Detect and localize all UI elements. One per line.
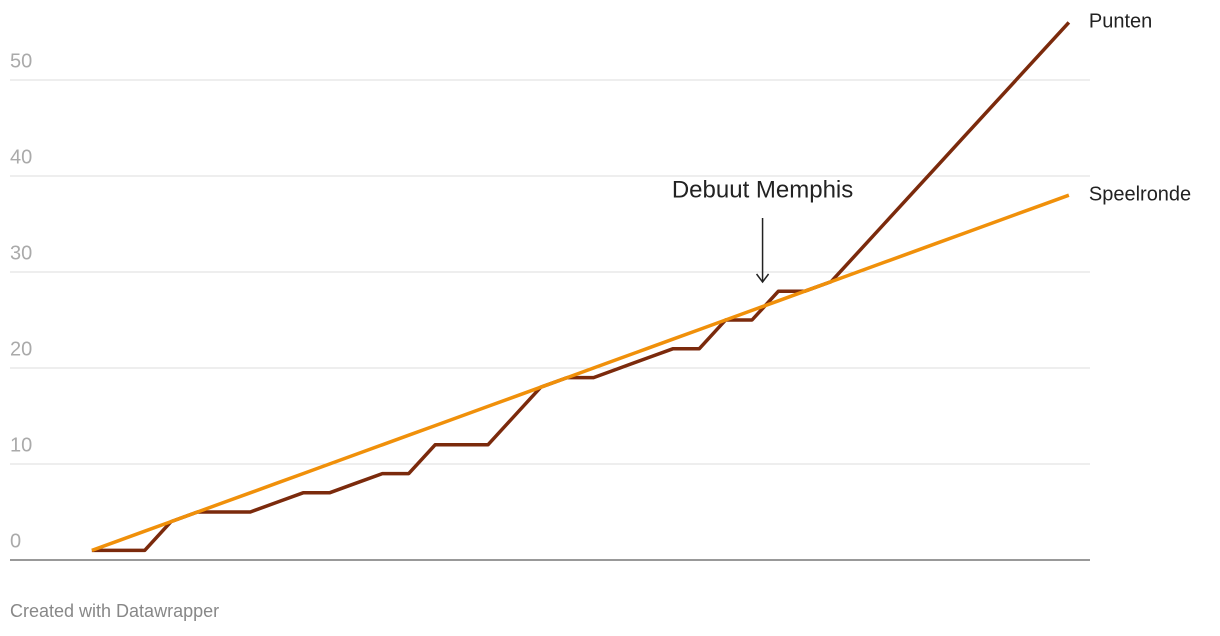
series-label: Speelronde bbox=[1089, 183, 1191, 205]
series-label: Punten bbox=[1089, 11, 1152, 33]
y-tick-label: 0 bbox=[10, 530, 21, 552]
annotation-arrowhead bbox=[755, 273, 770, 284]
y-tick-label: 10 bbox=[10, 434, 32, 456]
line bbox=[91, 21, 1071, 553]
y-tick-label: 50 bbox=[10, 50, 32, 72]
annotation: Debuut Memphis bbox=[672, 176, 853, 203]
line bbox=[91, 193, 1070, 553]
y-tick-label: 40 bbox=[10, 146, 32, 168]
y-tick-label: 30 bbox=[10, 242, 32, 264]
y-tick-label: 20 bbox=[10, 338, 32, 360]
footer: Created with Datawrapper bbox=[10, 601, 219, 621]
